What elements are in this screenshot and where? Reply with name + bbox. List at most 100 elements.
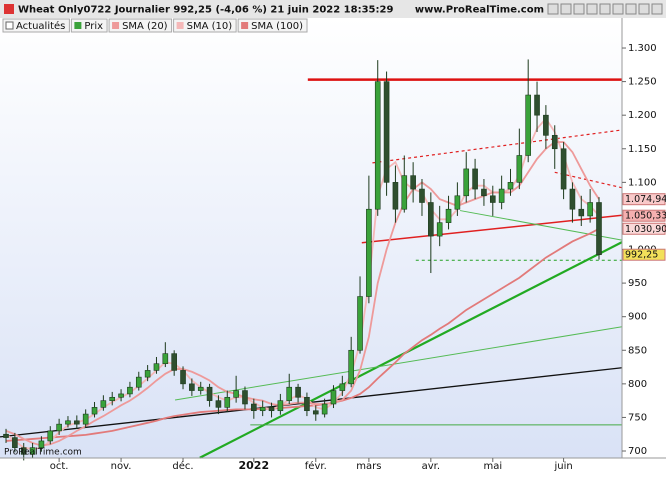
candle-body [242,390,248,405]
candle-body [454,195,461,210]
y-tick-label: 700 [628,446,647,457]
y-tick-label: 1.250 [628,77,657,88]
candle-body [516,155,523,183]
price-tag [622,248,666,261]
x-tick-label: déc. [172,460,193,472]
site: www.ProRealTime.com [415,5,544,16]
candle-body [428,202,434,237]
legend-item[interactable] [2,18,70,33]
candle-body [29,447,36,455]
x-tick-label: juin [553,461,572,472]
candle-body [91,407,98,415]
plot-area [0,18,622,458]
candle-body [348,349,354,385]
candle-body [197,386,204,391]
candle-body [189,383,195,391]
candle-body [153,363,160,371]
candle-body [224,396,231,408]
candle-body [100,400,107,408]
candle-body [215,400,222,408]
legend-item[interactable] [108,18,173,33]
x-tick-label: mai [483,461,502,472]
candle-body [162,353,169,364]
window-button[interactable] [625,3,637,15]
candle-body [312,410,319,415]
candle-body [507,182,514,190]
candle-body [560,148,567,190]
candle-body [135,376,142,388]
candle-body [472,168,478,190]
menu-icon[interactable] [4,4,14,14]
candle-body [419,188,425,203]
candle-body [578,208,585,217]
window-button[interactable] [560,3,572,15]
candle-body [259,407,266,412]
window-button[interactable] [612,3,624,15]
legend-swatch [241,22,249,29]
candle-body [47,430,54,442]
legend: Actualités Prix SMA (20) SMA (10) SMA (100) [2,18,308,33]
trend-line [199,241,623,459]
candle-body [401,175,408,210]
y-tick-label: 1.150 [628,144,657,155]
candle-body [38,440,45,448]
x-tick-label: févr. [305,460,327,472]
candle-body [127,386,133,395]
candle-body [383,81,390,183]
window-button[interactable] [599,3,611,15]
window-button[interactable] [547,3,559,15]
candle-body [587,202,593,217]
x-tick-label: nov. [111,461,132,472]
legend-label: SMA (100) [251,21,303,32]
candle-body [357,296,363,351]
legend-label: SMA (10) [187,21,233,32]
candle-body [551,135,558,150]
y-tick-label: 900 [628,312,647,323]
y-tick-label: 850 [628,345,647,356]
window-button[interactable] [573,3,585,15]
price-tag-label: 992,25 [625,250,658,261]
x-tick-label: oct. [50,461,69,472]
sma-line [5,227,600,442]
legend-item[interactable] [237,18,308,33]
window-button[interactable] [651,3,663,15]
y-tick-label: 1.200 [628,110,657,121]
title-bar [0,0,666,18]
candle-body [463,168,470,197]
candle-body [206,386,213,401]
candle-body [56,423,62,432]
y-tick-label: 750 [628,412,647,423]
candle-body [82,413,89,425]
plot [0,59,623,461]
legend-swatch [74,22,82,29]
candle-body [3,433,9,438]
y-tick-label: 1.300 [628,43,657,54]
trend-line [459,210,623,241]
trend-line [361,214,623,244]
candle-body [569,188,576,210]
x-tick-label: avr. [422,461,440,472]
candle-body [481,188,487,197]
legend-label: Actualités [16,20,65,32]
candle-body [268,407,275,412]
trend-line [174,326,623,401]
legend-label: SMA (20) [122,21,168,32]
candle-body [171,353,177,371]
x-tick-label: 2022 [239,459,270,472]
candle-body [65,420,71,425]
legend-label: Prix [84,21,103,32]
window-button[interactable] [638,3,650,15]
candle-body [277,400,284,412]
candle-body [286,386,293,401]
candle-body [392,182,399,210]
y-tick-label: 1.100 [628,177,657,188]
candle-body [321,403,328,415]
price-tag [622,222,666,235]
legend-swatch [112,22,120,29]
legend-item[interactable] [173,18,237,33]
candle-body [304,396,310,412]
window-button[interactable] [586,3,598,15]
candle-body [233,390,239,398]
candle-body [144,370,151,378]
